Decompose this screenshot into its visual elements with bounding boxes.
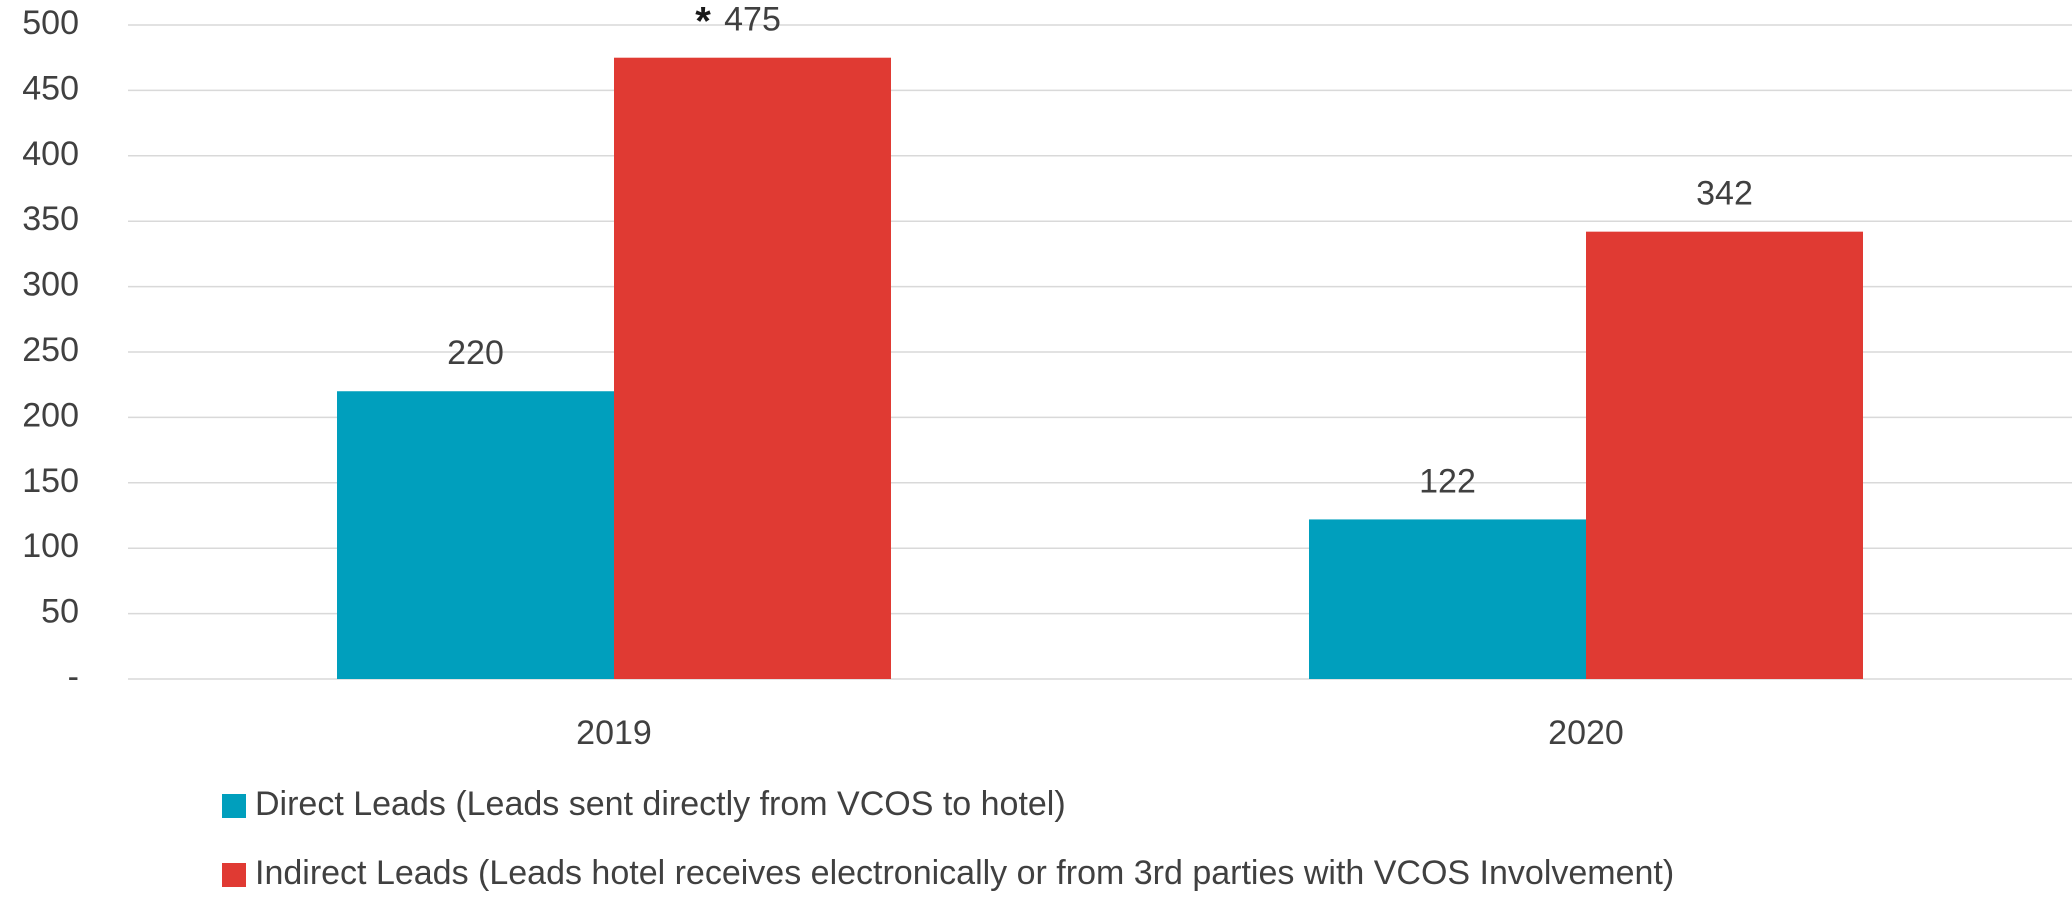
y-tick-label: 250: [22, 331, 79, 369]
x-tick-label: 2020: [1548, 714, 1624, 752]
bar: [1586, 231, 1863, 679]
y-tick-label: 200: [22, 396, 79, 434]
legend-label: Direct Leads (Leads sent directly from V…: [255, 785, 1066, 823]
y-tick-label: 350: [22, 200, 79, 238]
annotation: *: [695, 0, 711, 44]
bar: [337, 391, 614, 679]
y-tick-label: 500: [22, 4, 79, 42]
y-tick-label: 400: [22, 135, 79, 173]
y-tick-label: 300: [22, 266, 79, 304]
y-tick-label: 450: [22, 69, 79, 107]
legend-swatch: [222, 863, 246, 887]
value-label: 122: [1419, 462, 1476, 500]
legend-label: Indirect Leads (Leads hotel receives ele…: [255, 854, 1674, 892]
y-tick-label: 50: [41, 593, 79, 631]
y-tick-label: -: [68, 658, 79, 696]
y-tick-label: 100: [22, 527, 79, 565]
bar: [1309, 519, 1586, 679]
value-label: 220: [447, 334, 504, 372]
value-label: 342: [1696, 175, 1753, 213]
x-tick-label: 2019: [576, 714, 652, 752]
legend-swatch: [222, 794, 246, 818]
value-label: 475: [724, 1, 781, 39]
bar: [614, 57, 891, 679]
y-tick-label: 150: [22, 462, 79, 500]
